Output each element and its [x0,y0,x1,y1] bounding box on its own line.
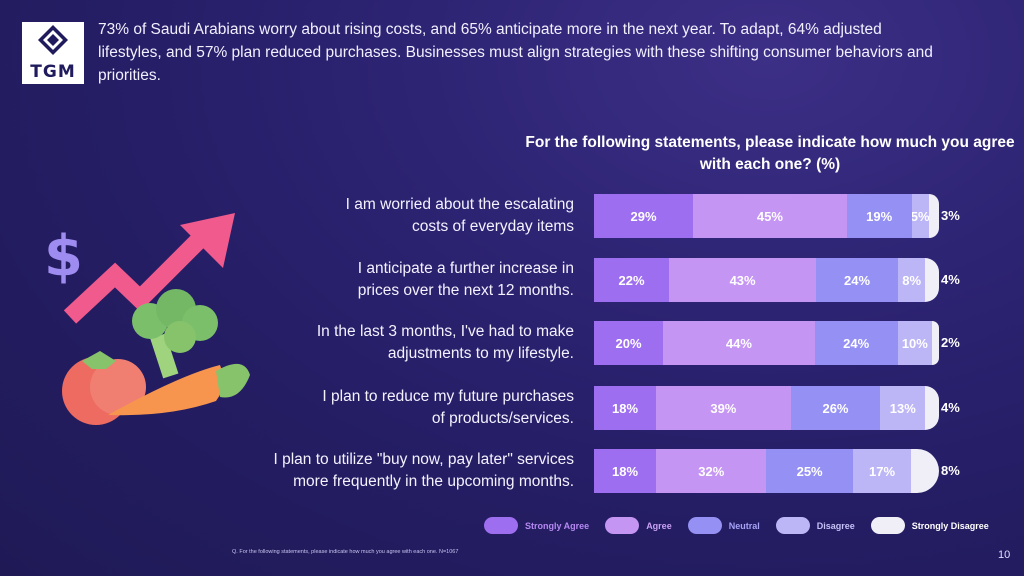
statement-line: costs of everyday items [412,218,574,235]
statement-line: I plan to reduce my future purchases [322,388,574,405]
tomato-icon [62,351,146,425]
bar-row: 29% 45% 19% 5% [594,194,939,238]
bar-row: 18% 32% 25% 17% [594,449,939,493]
legend-swatch [605,517,640,534]
bar-segment-agree: 32% [656,449,767,493]
bar-segment-neutral: 24% [816,258,898,302]
statement-line: I am worried about the escalating [345,196,574,213]
bar-segment-agree: 45% [693,194,847,238]
legend: Strongly Agree Agree Neutral Disagree St… [484,517,1005,534]
bar-segment-disagree: 17% [852,449,912,493]
strongly-disagree-value-label: 4% [941,272,960,287]
bar-segment-strongly-disagree [925,258,939,302]
bar-segment-strongly-agree: 18% [594,386,657,430]
statement-line: of products/services. [431,410,574,427]
legend-label: Disagree [816,520,855,531]
legend-label: Strongly Disagree [911,520,989,531]
bar-segment-strongly-agree: 22% [594,258,670,302]
bar-segment-disagree: 10% [897,321,933,365]
bar-segment-strongly-disagree [928,194,939,238]
bar-segment-strongly-disagree [932,321,939,365]
footnote: Q. For the following statements, please … [232,549,459,555]
svg-text:$: $ [44,224,83,289]
page-number: 10 [998,549,1011,561]
bar-segment-strongly-disagree [925,386,939,430]
legend-item-strongly-agree: Strongly Agree [484,517,589,534]
statement-line: I anticipate a further increase in [357,260,574,277]
strongly-disagree-value-label: 8% [941,463,960,478]
legend-item-agree: Agree [605,517,672,534]
rising-prices-illustration: $ [44,213,250,425]
statement-line: prices over the next 12 months. [357,282,574,299]
statement-line: In the last 3 months, I've had to make [316,323,574,340]
legend-item-disagree: Disagree [775,517,855,534]
chart-title: For the following statements, please ind… [525,134,1015,173]
statement-label: In the last 3 months, I've had to make ad… [190,321,574,365]
bar-segment-agree: 43% [669,258,817,302]
bar-segment-agree: 44% [663,321,815,365]
bar-segment-neutral: 26% [790,386,881,430]
legend-swatch [484,517,518,534]
statement-line: I plan to utilize "buy now, pay later" s… [273,451,575,468]
bar-segment-agree: 39% [656,386,791,430]
bar-row: 20% 44% 24% 10% [594,321,939,365]
legend-label: Neutral [728,520,760,531]
legend-label: Strongly Agree [525,520,590,531]
bar-segment-neutral: 25% [766,449,853,493]
statement-label: I plan to reduce my future purchases of p… [190,386,574,430]
bar-segment-disagree: 13% [880,386,926,430]
statement-line: adjustments to my lifestyle. [387,345,574,362]
company-logo: TGM [22,22,84,84]
legend-swatch [687,517,722,534]
legend-swatch [870,517,905,534]
statement-line: more frequently in the upcoming months. [293,473,574,490]
strongly-disagree-value-label: 3% [941,208,960,223]
dollar-icon: $ [44,224,83,289]
strongly-disagree-value-label: 4% [941,400,960,415]
strongly-disagree-value-label: 2% [941,335,960,350]
carrot-icon [108,363,250,416]
bar-segment-strongly-agree: 29% [594,194,694,238]
legend-swatch [775,517,810,534]
bar-segment-strongly-agree: 20% [594,321,663,365]
bar-segment-disagree: 8% [897,258,926,302]
trend-arrow-icon [63,213,235,324]
statement-label: I plan to utilize "buy now, pay later" s… [190,449,575,493]
statement-label: I anticipate a further increase in prices… [190,258,574,302]
legend-label: Agree [646,520,672,531]
statement-label: I am worried about the escalating costs o… [190,194,574,238]
bar-segment-disagree: 5% [911,194,929,238]
bar-segment-neutral: 24% [814,321,898,365]
bar-segment-strongly-agree: 18% [594,449,657,493]
intro-text: 73% of Saudi Arabians worry about rising… [98,21,933,84]
broccoli-icon [132,289,218,379]
bar-segment-strongly-disagree [911,449,939,493]
tgm-diamond-icon [38,25,68,55]
bar-row: 22% 43% 24% 8% [594,258,939,302]
legend-item-neutral: Neutral [687,517,760,534]
bar-row: 18% 39% 26% 13% [594,386,939,430]
logo-text: TGM [30,62,76,82]
bar-segment-neutral: 19% [846,194,912,238]
legend-item-strongly-disagree: Strongly Disagree [870,517,989,534]
